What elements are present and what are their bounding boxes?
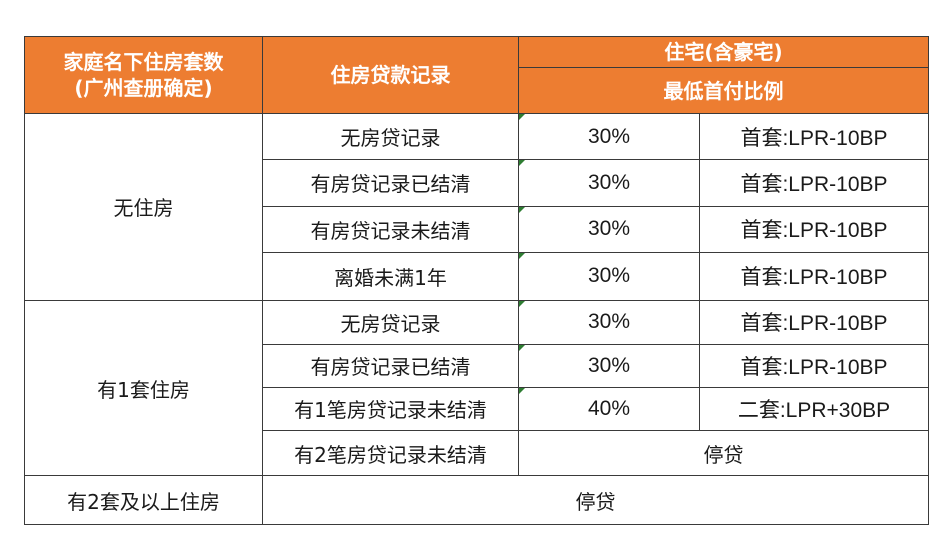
- down-payment-ratio: 30%: [518, 205, 700, 254]
- interest-rate: 二套:LPR+30BP: [699, 386, 929, 431]
- interest-rate: 首套:LPR-10BP: [699, 252, 929, 301]
- loan-record-cell: 无房贷记录: [262, 112, 519, 161]
- header-housing-count-line1: 家庭名下住房套数: [63, 49, 224, 74]
- header-min-down-payment: 最低首付比例: [518, 67, 929, 114]
- loan-record-cell: 有房贷记录未结清: [262, 205, 519, 254]
- group-label-one-housing: 有1套住房: [24, 299, 263, 477]
- header-loan-record: 住房贷款记录: [262, 36, 519, 114]
- group-label-no-housing: 无住房: [24, 112, 263, 301]
- loan-suspended: 停贷: [262, 475, 929, 525]
- loan-suspended: 停贷: [518, 429, 929, 477]
- down-payment-ratio: 40%: [518, 386, 700, 431]
- header-residence: 住宅(含豪宅): [518, 35, 929, 69]
- loan-record-cell: 有2笔房贷记录未结清: [262, 429, 519, 477]
- down-payment-ratio: 30%: [518, 252, 700, 301]
- loan-record-cell: 有房贷记录已结清: [262, 344, 519, 388]
- loan-record-cell: 无房贷记录: [262, 299, 519, 346]
- loan-record-cell: 有房贷记录已结清: [262, 159, 519, 207]
- interest-rate: 首套:LPR-10BP: [699, 205, 929, 254]
- group-label-two-plus-housing: 有2套及以上住房: [24, 475, 263, 525]
- header-housing-count: 家庭名下住房套数 (广州查册确定): [24, 36, 263, 114]
- mortgage-policy-table: 家庭名下住房套数 (广州查册确定) 住房贷款记录 住宅(含豪宅) 最低首付比例 …: [24, 35, 929, 525]
- down-payment-ratio: 30%: [518, 112, 700, 161]
- down-payment-ratio: 30%: [518, 299, 700, 346]
- interest-rate: 首套:LPR-10BP: [699, 299, 929, 346]
- interest-rate: 首套:LPR-10BP: [699, 159, 929, 207]
- interest-rate: 首套:LPR-10BP: [699, 344, 929, 388]
- loan-record-cell: 有1笔房贷记录未结清: [262, 386, 519, 431]
- down-payment-ratio: 30%: [518, 159, 700, 207]
- header-housing-count-line2: (广州查册确定): [74, 75, 213, 100]
- interest-rate: 首套:LPR-10BP: [699, 112, 929, 161]
- down-payment-ratio: 30%: [518, 344, 700, 388]
- loan-record-cell: 离婚未满1年: [262, 252, 519, 301]
